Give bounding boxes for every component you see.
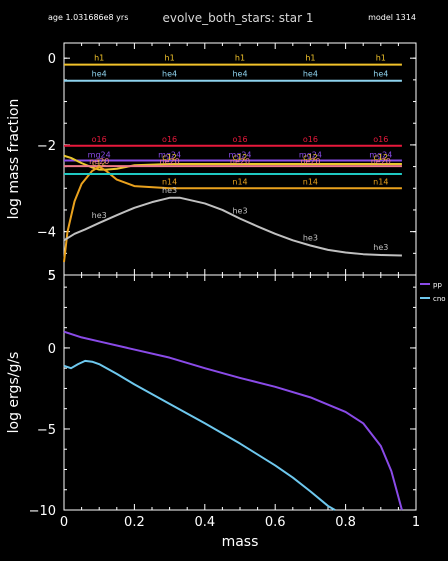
series-label-mg24: mg24 [228,151,251,160]
y-tick-label: 0 [48,52,56,67]
figure-title: evolve_both_stars: star 1 [163,11,314,25]
series-label-c12: c12 [303,153,318,162]
series-line-he3 [63,196,402,257]
series-label-c12: c12 [233,153,248,162]
y-axis-label: log mass fraction [6,99,22,220]
series-label-c12: c12 [92,159,107,168]
series-label-h1: h1 [376,54,386,63]
y-tick-label: −10 [29,504,56,519]
series-label-he4: he4 [92,70,107,79]
series-label-n14: n14 [232,177,247,186]
series-label-o16: o16 [232,135,247,144]
y-tick-label: −4 [37,226,56,241]
y-limit-label: 5 [48,269,56,284]
series-line-n14 [63,165,402,263]
y-limit-label: 5 [48,269,56,284]
series-label-n14: n14 [303,177,318,186]
series-label-h1: h1 [235,54,245,63]
model-label: model 1314 [368,13,416,22]
series-label-o16: o16 [92,135,107,144]
series-label-o16: o16 [373,135,388,144]
x-tick-label: 0.4 [194,515,215,530]
top-panel: 0 −2 −4 5 log mass fraction h1 h1 h1 h1 h1 he4 he4 h… [6,42,417,284]
x-tick-label: 1 [412,515,420,530]
bottom-panel: 0 −5 −10 5 log ergs/g/s pp cno 0 0.2 0.4 0.6 0.8 1 ma… [6,269,446,550]
y-tick-label: 0 [48,342,56,357]
age-label: age 1.031686e8 yrs [48,13,128,22]
series-label-n14: n14 [162,177,177,186]
series-label-n14: n14 [373,177,388,186]
series-label-h1: h1 [305,54,315,63]
series-label-mg24: mg24 [369,151,392,160]
y-axis-label: log ergs/g/s [6,352,22,434]
x-tick-label: 0.6 [265,515,286,530]
series-label-ne20: ne20 [89,157,109,166]
series-label-o16: o16 [303,135,318,144]
legend-label-cno: cno [433,295,446,303]
series-line-pp [63,330,403,511]
series-label-ne20: ne20 [230,157,250,166]
series-label-he4: he4 [232,70,247,79]
series-label-he3: he3 [303,234,318,243]
legend-label-pp: pp [433,281,442,289]
series-label-ne20: ne20 [300,157,320,166]
x-axis-label: mass [222,534,259,550]
series-label-mg24: mg24 [88,151,111,160]
series-label-h1: h1 [94,54,104,63]
x-tick-label: 0.2 [124,515,145,530]
series-label-he4: he4 [303,70,318,79]
y-tick-label: −5 [37,423,56,438]
series-line-c12 [63,154,402,171]
series-label-he4: he4 [162,70,177,79]
series-line-cno [63,359,336,511]
series-label-mg24: mg24 [299,151,322,160]
x-tick-label: 0.8 [335,515,356,530]
series-label-he3: he3 [373,243,388,252]
series-label-c12: c12 [162,153,177,162]
series-label-ne20: ne20 [160,157,180,166]
y-tick-label: −2 [37,139,56,154]
series-label-c12: c12 [374,153,389,162]
series-label-ne20: ne20 [371,157,391,166]
series-label-he3: he3 [162,186,177,195]
x-tick-label: 0 [60,515,68,530]
series-label-mg24: mg24 [158,151,181,160]
series-label-he3: he3 [232,207,247,216]
series-label-h1: h1 [165,54,175,63]
series-label-he3: he3 [92,211,107,220]
series-label-he4: he4 [373,70,388,79]
series-label-o16: o16 [162,135,177,144]
